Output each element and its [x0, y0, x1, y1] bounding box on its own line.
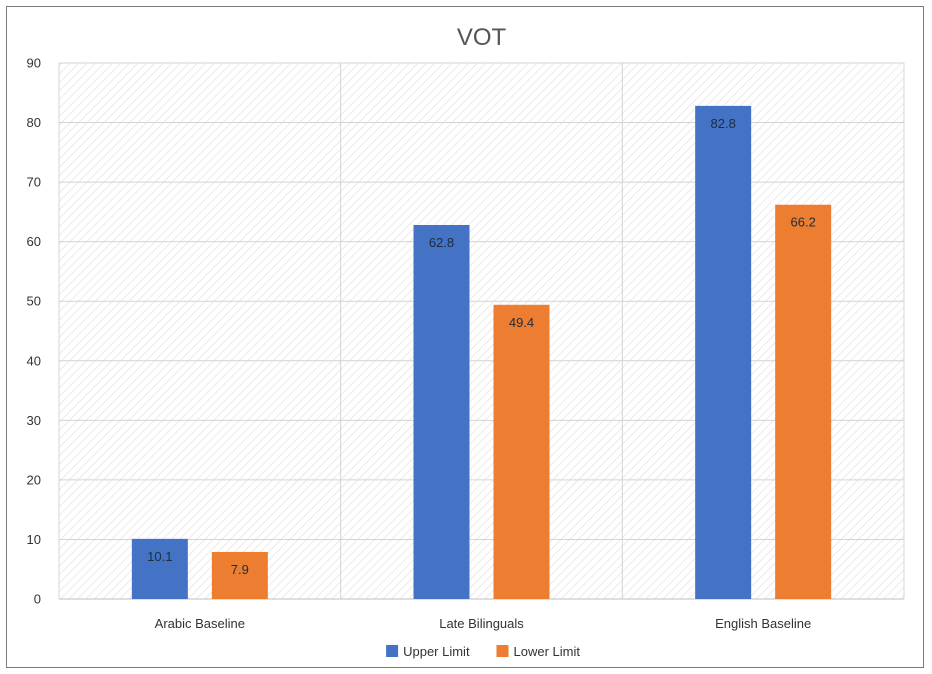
data-label: 82.8 [711, 116, 736, 131]
chart-frame: 0 10 20 30 40 50 60 70 80 90 10.1 7.9 62.8 49.4 82.8 6… [6, 6, 924, 668]
bar [493, 304, 550, 599]
legend-swatch [496, 645, 509, 657]
y-tick-label: 20 [27, 472, 41, 487]
data-label: 62.8 [429, 235, 454, 250]
y-tick-label: 30 [27, 413, 41, 428]
bar [775, 204, 832, 599]
bar [413, 224, 470, 600]
plot-area [59, 63, 904, 599]
legend-swatch [386, 645, 399, 657]
x-category-label: English Baseline [715, 616, 811, 631]
y-tick-label: 60 [27, 234, 41, 249]
bar [695, 105, 752, 599]
data-labels: 10.1 7.9 62.8 49.4 82.8 66.2 [147, 116, 816, 577]
legend-label: Upper Limit [403, 644, 470, 659]
y-tick-label: 70 [27, 175, 41, 190]
y-tick-label: 90 [27, 56, 41, 71]
gridlines [58, 62, 905, 600]
data-label: 7.9 [231, 562, 249, 577]
data-label: 49.4 [509, 315, 534, 330]
y-tick-label: 80 [27, 115, 41, 130]
vot-bar-chart: 0 10 20 30 40 50 60 70 80 90 10.1 7.9 62.8 49.4 82.8 6… [27, 24, 905, 659]
y-tick-label: 0 [34, 592, 41, 607]
chart-title: VOT [457, 24, 507, 51]
x-category-label: Arabic Baseline [155, 616, 245, 631]
y-tick-label: 10 [27, 532, 41, 547]
data-label: 66.2 [791, 215, 816, 230]
legend: Upper Limit Lower Limit [386, 644, 580, 659]
category-labels: Arabic Baseline Late Bilinguals English Ba… [155, 616, 812, 631]
bar [211, 551, 268, 599]
y-tick-label: 40 [27, 353, 41, 368]
legend-label: Lower Limit [514, 644, 581, 659]
y-axis-tick-labels: 0 10 20 30 40 50 60 70 80 90 [27, 56, 41, 607]
x-category-label: Late Bilinguals [439, 616, 524, 631]
bar [131, 538, 188, 599]
data-label: 10.1 [147, 549, 172, 564]
bars [131, 105, 832, 600]
y-tick-label: 50 [27, 294, 41, 309]
